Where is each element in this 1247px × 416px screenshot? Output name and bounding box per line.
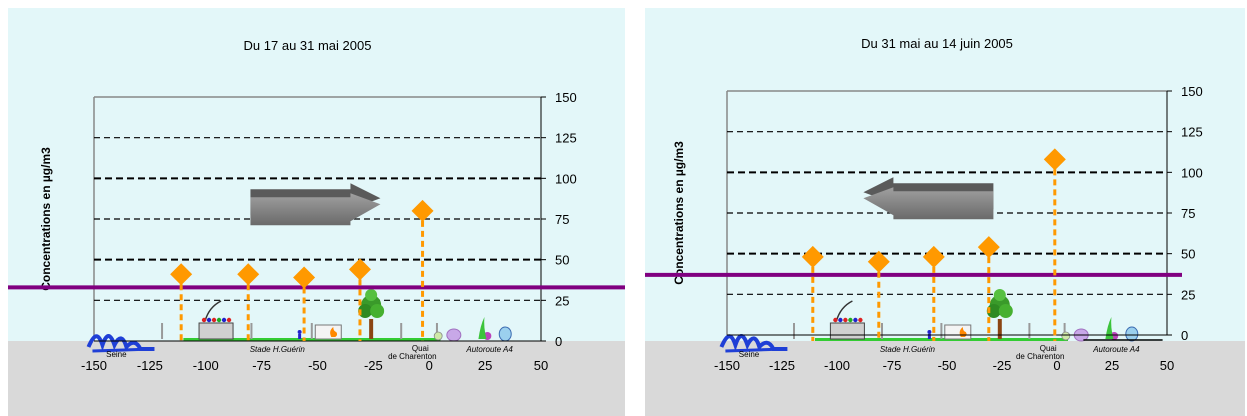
y-tick-label: 100 bbox=[555, 171, 577, 186]
landmark-label: Stade H.Guérin bbox=[880, 345, 936, 354]
y-tick-label: 50 bbox=[1181, 247, 1195, 262]
x-tick-label: -50 bbox=[308, 358, 327, 373]
y-tick-label: 25 bbox=[1181, 287, 1195, 302]
x-tick-label: 25 bbox=[1105, 358, 1119, 373]
tree-icon bbox=[358, 289, 385, 339]
chart-background bbox=[645, 8, 1245, 341]
x-tick-label: -125 bbox=[137, 358, 163, 373]
person-icon bbox=[927, 330, 932, 334]
x-tick-label: -150 bbox=[81, 358, 107, 373]
y-tick-label: 125 bbox=[1181, 125, 1203, 140]
post bbox=[310, 323, 313, 339]
post bbox=[1028, 323, 1031, 339]
wind-arrow-icon bbox=[863, 177, 994, 220]
post bbox=[881, 323, 883, 339]
landmark-label: Autoroute A4 bbox=[1092, 345, 1140, 354]
y-tick-label: 0 bbox=[1181, 328, 1188, 343]
x-tick-label: 25 bbox=[478, 358, 492, 373]
x-tick-label: 0 bbox=[1053, 358, 1060, 373]
y-tick-label: 150 bbox=[555, 90, 577, 105]
x-tick-label: -75 bbox=[252, 358, 271, 373]
data-point bbox=[293, 266, 316, 289]
chart-panel-left: Du 17 au 31 mai 2005 Concentrations en µg… bbox=[8, 8, 625, 416]
green-strip bbox=[815, 338, 1068, 341]
y-tick-label: 125 bbox=[555, 131, 577, 146]
x-tick-label: 0 bbox=[426, 358, 433, 373]
data-point bbox=[237, 263, 260, 286]
chart-background bbox=[8, 8, 625, 341]
post bbox=[161, 323, 164, 339]
ground-area bbox=[8, 341, 625, 416]
y-tick-label: 0 bbox=[555, 334, 562, 349]
stadium-stand-icon bbox=[198, 300, 234, 340]
x-tick-label: -150 bbox=[714, 358, 740, 373]
chart-title: Du 31 mai au 14 juin 2005 bbox=[861, 36, 1013, 51]
data-point bbox=[170, 263, 193, 286]
landmark-label: Autoroute A4 bbox=[465, 345, 513, 354]
post bbox=[940, 323, 943, 339]
data-point bbox=[1043, 148, 1066, 171]
post bbox=[1063, 323, 1066, 339]
data-point bbox=[977, 236, 1000, 259]
y-tick-label: 100 bbox=[1181, 165, 1203, 180]
y-tick-label: 75 bbox=[555, 212, 569, 227]
seine-icon bbox=[86, 334, 155, 353]
y-tick-label: 50 bbox=[555, 253, 569, 268]
landmark-label: Seine bbox=[739, 350, 760, 359]
landmark-label: Quai bbox=[412, 344, 429, 353]
y-axis-label: Concentrations en µg/m3 bbox=[39, 147, 53, 291]
wind-arrow-icon bbox=[250, 183, 381, 226]
y-tick-label: 150 bbox=[1181, 84, 1203, 99]
x-tick-label: -50 bbox=[938, 358, 957, 373]
landmark-label-line2: de Charenton bbox=[388, 352, 436, 361]
x-tick-label: -100 bbox=[193, 358, 219, 373]
green-strip bbox=[183, 338, 441, 341]
chart-panel-right: Du 31 mai au 14 juin 2005 Concentrations … bbox=[645, 8, 1245, 416]
landmark-label: Quai bbox=[1040, 344, 1057, 353]
x-tick-label: -125 bbox=[769, 358, 795, 373]
x-tick-label: 50 bbox=[1160, 358, 1174, 373]
data-point bbox=[411, 199, 434, 222]
x-tick-label: -100 bbox=[824, 358, 850, 373]
post bbox=[400, 323, 403, 339]
chart-title: Du 17 au 31 mai 2005 bbox=[244, 38, 372, 53]
chart-svg: Du 31 mai au 14 juin 2005 Concentrations … bbox=[645, 8, 1245, 416]
ground-area bbox=[645, 341, 1245, 416]
landmark-label-line2: de Charenton bbox=[1016, 352, 1064, 361]
x-tick-label: -75 bbox=[883, 358, 902, 373]
post bbox=[435, 323, 438, 339]
data-point bbox=[348, 258, 371, 281]
data-point bbox=[867, 250, 890, 273]
person-body bbox=[298, 334, 302, 339]
building-icon bbox=[314, 324, 342, 340]
landmark-label: Stade H.Guérin bbox=[250, 345, 306, 354]
x-tick-label: -25 bbox=[993, 358, 1012, 373]
y-tick-label: 25 bbox=[555, 293, 569, 308]
building-icon bbox=[944, 324, 972, 340]
post bbox=[793, 323, 795, 339]
data-point bbox=[801, 245, 824, 268]
landmark-label: Seine bbox=[106, 350, 127, 359]
y-tick-label: 75 bbox=[1181, 206, 1195, 221]
data-point bbox=[922, 245, 945, 268]
seine-icon bbox=[719, 334, 788, 353]
y-axis-label: Concentrations en µg/m3 bbox=[672, 141, 686, 285]
person-body bbox=[927, 334, 931, 339]
person-icon bbox=[297, 330, 302, 334]
post bbox=[250, 323, 253, 339]
chart-svg: Du 17 au 31 mai 2005 Concentrations en µg… bbox=[8, 8, 625, 416]
x-tick-label: -25 bbox=[364, 358, 383, 373]
x-tick-label: 50 bbox=[534, 358, 548, 373]
